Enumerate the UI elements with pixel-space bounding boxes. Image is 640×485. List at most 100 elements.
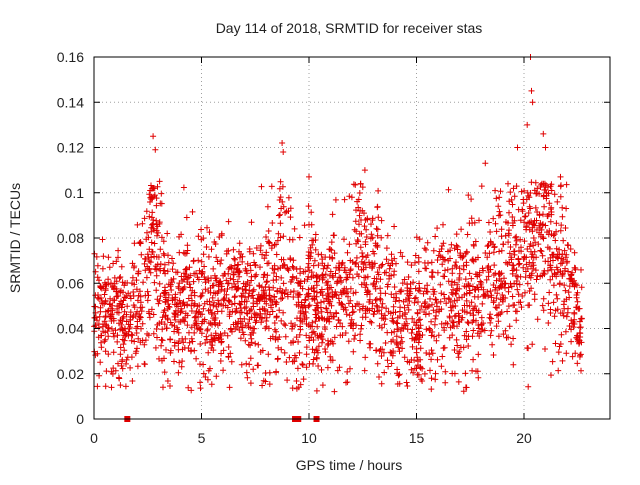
data-point [198, 271, 205, 277]
data-point [310, 356, 317, 363]
data-point [510, 335, 517, 342]
data-point [344, 368, 351, 375]
data-point [508, 254, 515, 261]
data-point [559, 357, 566, 364]
data-point [511, 302, 518, 308]
data-point [558, 255, 565, 262]
data-point [403, 315, 410, 322]
data-point [191, 302, 197, 309]
data-point [234, 285, 241, 292]
data-point [528, 87, 535, 94]
data-point [291, 225, 298, 232]
data-point [157, 293, 164, 300]
data-point [391, 268, 398, 275]
data-point [423, 246, 429, 253]
data-point [421, 300, 428, 307]
data-point [378, 217, 385, 224]
data-point [566, 275, 573, 282]
data-point [224, 286, 231, 292]
data-point [571, 310, 578, 317]
data-point [345, 300, 352, 307]
data-point [295, 303, 302, 310]
data-point [525, 345, 532, 352]
data-point [266, 381, 273, 388]
data-point [434, 225, 441, 232]
data-point [428, 318, 435, 325]
data-point [156, 280, 163, 287]
data-point [171, 358, 177, 365]
data-point [490, 215, 497, 222]
data-point [460, 344, 467, 351]
data-point [338, 302, 345, 308]
data-point [513, 267, 520, 274]
data-point [348, 320, 355, 327]
data-point [111, 297, 118, 304]
data-point [558, 182, 564, 189]
data-point [206, 339, 213, 345]
data-point [218, 308, 225, 315]
data-point [363, 226, 370, 233]
data-point [544, 213, 551, 220]
data-point [543, 195, 550, 202]
data-point [522, 213, 529, 220]
data-point [202, 276, 209, 283]
data-point [197, 385, 204, 392]
data-point [355, 204, 362, 211]
data-point [571, 321, 578, 327]
data-point [284, 265, 291, 271]
x-tick-label: 5 [198, 430, 206, 446]
data-point [149, 209, 156, 216]
data-point [250, 300, 257, 307]
data-point [179, 358, 186, 365]
data-point [315, 334, 322, 341]
data-point [346, 193, 353, 200]
data-point [504, 261, 511, 267]
data-point [299, 362, 306, 368]
data-point [576, 340, 582, 347]
data-point [213, 254, 220, 261]
data-point [487, 311, 494, 318]
data-point [223, 250, 230, 257]
data-point [233, 286, 240, 293]
data-point [357, 331, 364, 338]
data-point [424, 239, 431, 246]
data-point [306, 173, 312, 180]
data-point [184, 301, 191, 308]
data-point [433, 337, 440, 344]
data-point [375, 187, 382, 194]
data-point [505, 239, 512, 246]
data-point [514, 308, 520, 315]
data-point [399, 253, 406, 260]
data-point [449, 323, 456, 329]
data-point [191, 270, 198, 277]
data-point [432, 376, 439, 383]
x-tick-label: 0 [90, 430, 98, 446]
data-point [430, 307, 437, 314]
data-point [515, 291, 522, 298]
data-point [484, 254, 491, 261]
data-point [462, 276, 469, 283]
y-tick-label: 0 [76, 411, 84, 427]
data-point [527, 274, 534, 281]
data-point [561, 247, 568, 254]
data-point [288, 320, 295, 327]
data-point [563, 350, 570, 357]
data-point [361, 167, 368, 174]
data-point [273, 369, 279, 376]
data-point [547, 183, 554, 190]
data-point [311, 257, 318, 264]
data-point [244, 310, 251, 317]
data-point [416, 280, 423, 287]
data-point [508, 283, 515, 290]
data-point [252, 340, 259, 347]
data-point [208, 246, 215, 253]
data-point [492, 220, 499, 227]
data-point [495, 212, 502, 219]
data-point [208, 311, 215, 318]
data-point [430, 291, 437, 298]
data-point [381, 369, 388, 376]
data-point [415, 299, 421, 305]
data-points [91, 54, 585, 395]
data-point [191, 289, 198, 296]
data-point [553, 220, 560, 227]
